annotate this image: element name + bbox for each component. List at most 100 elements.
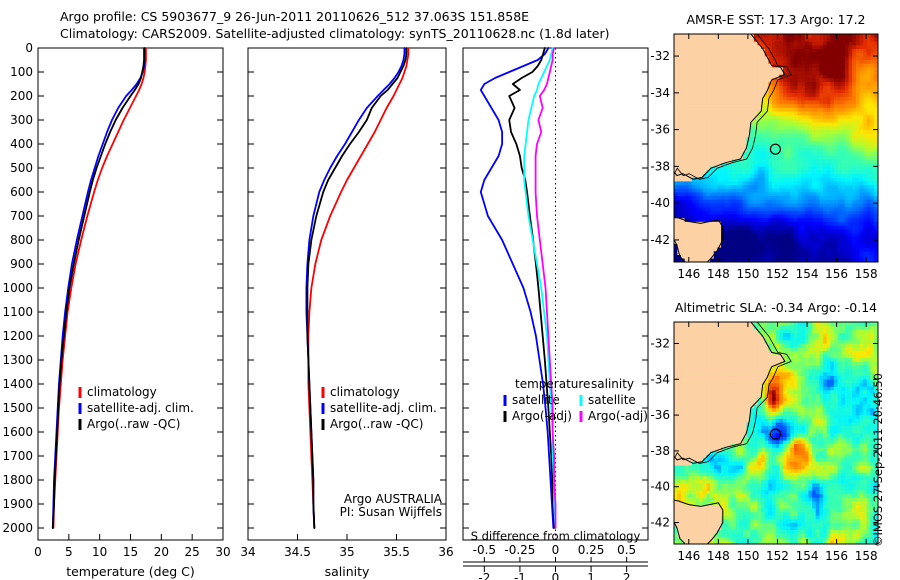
map-cell [695, 103, 700, 108]
map-cell [721, 378, 726, 384]
map-cell [750, 55, 755, 61]
map-cell [731, 92, 737, 97]
map-cell [870, 188, 875, 193]
map-cell [728, 493, 733, 498]
map-cell [710, 246, 715, 252]
map-cell [793, 37, 799, 42]
map-cell [797, 140, 802, 145]
map-cell [731, 439, 737, 445]
map-cell [870, 162, 875, 167]
map-cell [706, 325, 711, 330]
map-cell [713, 155, 719, 160]
map-cell [699, 59, 704, 64]
map-cell [717, 34, 722, 38]
map-cell [866, 92, 872, 97]
map-cell [735, 536, 740, 541]
map-cell [793, 243, 799, 248]
map-cell [684, 243, 689, 248]
map-cell [742, 199, 748, 204]
map-cell [721, 92, 726, 97]
map-cell [728, 421, 733, 427]
map-cell [746, 184, 751, 189]
map-cell [782, 110, 788, 116]
map-cell [695, 396, 700, 402]
map-cell [731, 254, 737, 259]
map-cell [742, 85, 748, 90]
map-cell [731, 180, 737, 186]
map-cell [859, 184, 864, 189]
map-cell [852, 132, 857, 138]
map-cell [699, 48, 704, 53]
map-cell [691, 206, 697, 211]
map-cell [680, 88, 686, 94]
map-cell [815, 59, 821, 64]
map-cell [772, 162, 777, 167]
map-cell [804, 92, 810, 97]
map-cell [874, 213, 878, 219]
map-cell [833, 41, 839, 46]
map-cell [855, 177, 861, 182]
map-cell [731, 493, 737, 498]
map-cell [731, 450, 737, 455]
map-cell [819, 129, 824, 134]
map-cell [710, 85, 715, 90]
map-cell [724, 532, 729, 538]
map-cell [724, 497, 729, 502]
map-cell [848, 232, 853, 237]
map-cell [728, 357, 733, 362]
map-cell [870, 155, 875, 160]
map-cell [812, 250, 817, 255]
map-cell [786, 202, 791, 208]
map-cell [717, 144, 722, 149]
map-cell [710, 389, 715, 394]
map-cell [844, 96, 850, 101]
map-cell [735, 96, 740, 101]
map-cell [710, 125, 715, 130]
map-cell [728, 489, 733, 495]
map-cell [761, 77, 766, 83]
map-cell [764, 166, 770, 171]
map-cell [808, 243, 813, 248]
map-cell [731, 210, 737, 215]
map-cell [775, 81, 780, 86]
map-cell [801, 110, 806, 116]
map-cell [735, 239, 740, 244]
map-cell [691, 382, 697, 387]
map-cell [866, 258, 872, 262]
map-cell [742, 96, 748, 101]
map-cell [706, 121, 711, 127]
map-cell [855, 254, 861, 259]
map-cell [870, 110, 875, 116]
map-cell [731, 147, 737, 152]
map-cell [699, 235, 704, 241]
map-cell [852, 129, 857, 134]
map-cell [859, 195, 864, 200]
map-cell [702, 44, 708, 50]
map-cell [721, 439, 726, 445]
map-cell [837, 48, 842, 53]
map-cell [764, 96, 770, 101]
map-cell [812, 221, 817, 226]
map-cell [833, 210, 839, 215]
map-cell [702, 400, 708, 405]
map-cell [688, 443, 693, 448]
map-cell [724, 41, 729, 46]
map-cell [728, 151, 733, 156]
map-cell [786, 37, 791, 42]
map-cell [782, 195, 788, 200]
map-cell [830, 129, 835, 134]
map-cell [724, 147, 729, 152]
map-cell [848, 121, 853, 127]
map-cell [699, 210, 704, 215]
map-cell [710, 443, 715, 448]
map-cell [812, 202, 817, 208]
map-cell [775, 99, 780, 105]
map-cell [724, 378, 729, 384]
map-cell [706, 414, 711, 419]
map-cell [823, 110, 828, 116]
map-cell [750, 199, 755, 204]
map-cell [804, 147, 810, 152]
map-cell [826, 191, 831, 197]
map-cell [695, 195, 700, 200]
map-cell [706, 357, 711, 362]
